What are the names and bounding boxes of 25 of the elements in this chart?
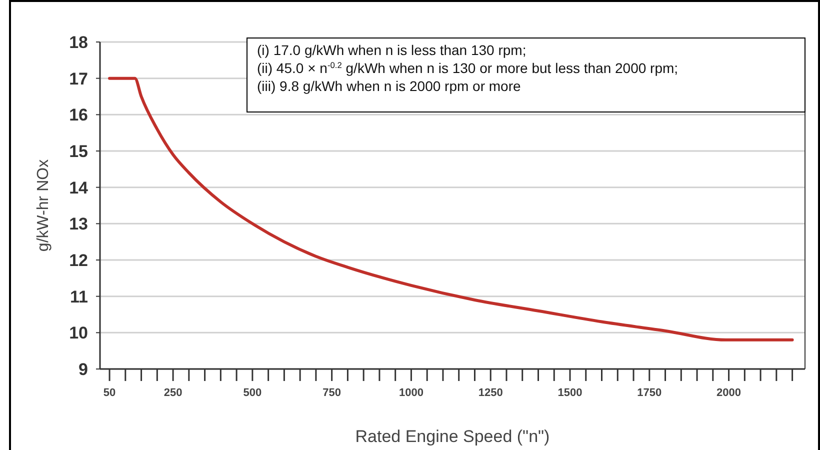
y-tick-label: 16 xyxy=(69,106,88,125)
line-series xyxy=(108,76,794,342)
y-tick-label: 17 xyxy=(69,69,88,88)
y-tick-label: 10 xyxy=(69,324,88,343)
x-tick-label: 1250 xyxy=(478,387,503,399)
y-axis-title: g/kW-hr NOx xyxy=(35,159,52,252)
x-tick-label: 2000 xyxy=(716,387,742,399)
x-tick-label: 50 xyxy=(103,387,116,399)
annotation: (iii) 9.8 g/kWh when n is 2000 rpm or more xyxy=(257,78,521,94)
y-tick-label: 11 xyxy=(70,287,88,306)
annotation: (ii) 45.0 × n$^{-0.2}$ g/kWh when n is 130 or more but less than 2000 rpm; xyxy=(257,60,678,76)
x-tick-label: 1500 xyxy=(558,387,582,399)
y-tick-label: 15 xyxy=(69,142,88,161)
x-tick-label: 250 xyxy=(164,387,182,399)
x-tick-label: 750 xyxy=(322,387,342,399)
x-tick-label: 500 xyxy=(243,387,262,399)
y-tick-label: 14 xyxy=(69,178,89,198)
x-axis-title: Rated Engine Speed ("n") xyxy=(355,427,550,446)
y-tick-label: 12 xyxy=(69,250,88,270)
x-tick-label: 1750 xyxy=(637,387,662,399)
y-tick-label: 18 xyxy=(69,32,88,52)
annotation: (i) 17.0 g/kWh when n is less than 130 rpm; xyxy=(257,42,526,58)
y-tick-label: 9 xyxy=(78,360,88,379)
y-tick-label: 13 xyxy=(69,214,88,234)
x-tick-label: 1000 xyxy=(398,387,424,399)
